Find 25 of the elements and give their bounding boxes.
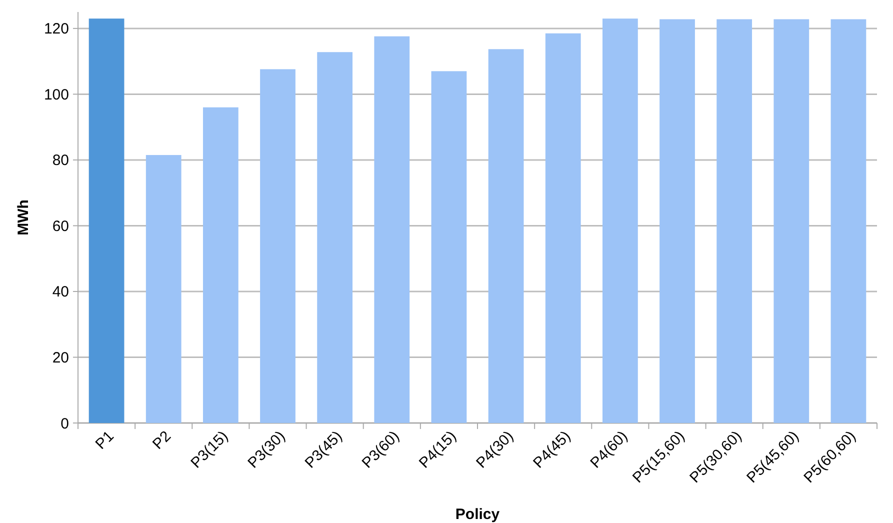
- y-axis-title: MWh: [15, 200, 32, 236]
- bar: [488, 49, 524, 423]
- y-tick-label: 60: [52, 218, 69, 235]
- bar: [260, 69, 296, 423]
- bar: [146, 155, 182, 423]
- bar: [660, 19, 695, 423]
- bar: [202, 107, 238, 423]
- y-tick-label: 100: [44, 86, 69, 104]
- bar: [716, 19, 752, 423]
- y-tick-label: 40: [52, 284, 69, 301]
- bar: [602, 18, 638, 423]
- bar: [374, 36, 410, 423]
- bar: [774, 19, 810, 423]
- x-axis-title: Policy: [455, 506, 500, 523]
- bar: [545, 33, 581, 423]
- bar: [317, 52, 353, 423]
- x-tick-label: P2: [149, 428, 174, 453]
- y-tick-label: 120: [44, 20, 69, 38]
- bar: [88, 18, 124, 423]
- x-tick-label: P1: [92, 428, 118, 453]
- y-tick-label: 80: [52, 152, 69, 170]
- bar: [830, 19, 866, 423]
- y-tick-label: 20: [52, 349, 69, 366]
- y-tick-label: 0: [60, 415, 69, 432]
- bar: [431, 71, 467, 423]
